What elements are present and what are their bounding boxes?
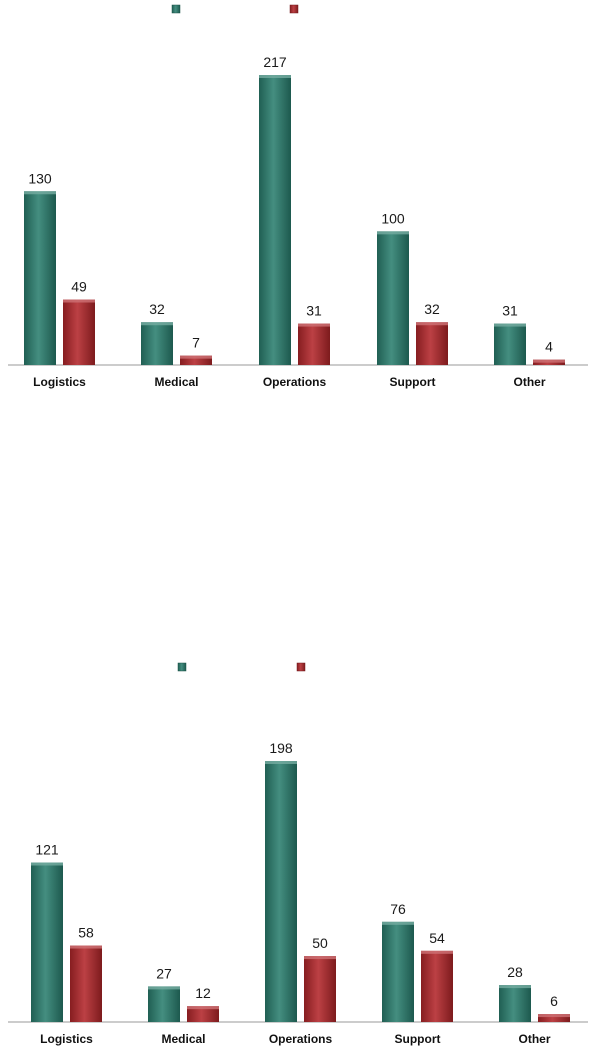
data-label-support-series-1: 100 [381,210,405,226]
data-label-operations-series-1: 198 [269,740,293,756]
category-label-medical: Medical [161,1032,205,1046]
bar-logistics-series-1 [31,862,63,1022]
bar-medical-series-2 [187,1006,219,1022]
data-label-logistics-series-2: 58 [78,925,94,941]
bar-highlight [180,355,212,359]
category-label-logistics: Logistics [40,1032,93,1046]
data-label-support-series-2: 32 [424,301,440,317]
category-label-other: Other [513,375,545,389]
bar-highlight [298,323,330,327]
bar-other-series-2 [538,1014,570,1022]
bar-operations-series-2 [304,956,336,1022]
bar-medical-series-2 [180,355,212,365]
data-label-other-series-2: 4 [545,339,553,355]
data-label-other-series-1: 31 [502,303,518,319]
bar-other-series-1 [494,323,526,365]
legend-marker-2 [289,4,299,14]
bar-highlight [494,323,526,327]
bar-highlight [265,760,297,764]
bar-logistics-series-2 [63,299,95,365]
bar-highlight [377,231,409,235]
data-label-operations-series-2: 31 [306,303,322,319]
category-label-medical: Medical [154,375,198,389]
bar-medical-series-1 [141,322,173,365]
legend-marker-1 [171,4,181,14]
bar-highlight [382,921,414,925]
category-label-logistics: Logistics [33,375,86,389]
legend-marker-2 [296,662,306,672]
bar-highlight [416,322,448,326]
bar-highlight [259,75,291,79]
bar-highlight [24,191,56,195]
bar-operations-series-1 [259,75,291,366]
category-label-other: Other [518,1032,550,1046]
data-label-other-series-2: 6 [550,993,558,1009]
bar-support-series-2 [421,950,453,1022]
bar-highlight [63,299,95,303]
legend-marker-1 [177,662,187,672]
bar-logistics-series-1 [24,191,56,365]
bar-highlight [304,956,336,960]
bar-highlight [187,1006,219,1010]
bar-support-series-1 [377,231,409,365]
data-label-support-series-1: 76 [390,901,406,917]
bar-medical-series-1 [148,986,180,1022]
bar-highlight [538,1014,570,1018]
bar-other-series-1 [499,985,531,1022]
bar-highlight [421,950,453,954]
bar-operations-series-2 [298,323,330,365]
data-label-operations-series-1: 217 [263,54,287,70]
data-label-logistics-series-1: 130 [28,170,52,186]
data-label-medical-series-1: 32 [149,301,165,317]
chart-top: 130 49 Logistics 32 7 Medical 217 31 Operations 1… [8,4,588,389]
bar-highlight [148,986,180,990]
category-label-operations: Operations [263,375,327,389]
data-label-logistics-series-2: 49 [71,279,87,295]
bar-support-series-2 [416,322,448,365]
data-label-other-series-1: 28 [507,964,523,980]
data-label-medical-series-2: 7 [192,335,200,351]
category-label-support: Support [390,375,436,389]
data-label-medical-series-2: 12 [195,985,211,1001]
bar-highlight [141,322,173,326]
category-label-operations: Operations [269,1032,333,1046]
bar-logistics-series-2 [70,945,102,1022]
category-label-support: Support [395,1032,441,1046]
bar-highlight [31,862,63,866]
data-label-logistics-series-1: 121 [35,841,59,857]
bar-highlight [499,985,531,989]
chart-bottom: 121 58 Logistics 27 12 Medical 198 50 Operations… [8,662,588,1046]
bar-operations-series-1 [265,760,297,1022]
data-label-operations-series-2: 50 [312,935,328,951]
bar-highlight [70,945,102,949]
bar-support-series-1 [382,921,414,1022]
data-label-medical-series-1: 27 [156,965,172,981]
data-label-support-series-2: 54 [429,930,445,946]
bar-highlight [533,359,565,363]
